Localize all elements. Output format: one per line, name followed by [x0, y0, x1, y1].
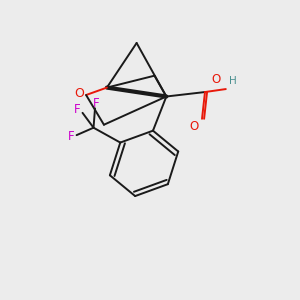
Text: H: H	[230, 76, 237, 85]
Text: F: F	[68, 130, 74, 143]
Text: O: O	[190, 120, 199, 133]
Text: O: O	[75, 87, 85, 100]
Text: O: O	[211, 73, 220, 85]
Text: F: F	[93, 98, 100, 110]
Text: F: F	[74, 103, 80, 116]
